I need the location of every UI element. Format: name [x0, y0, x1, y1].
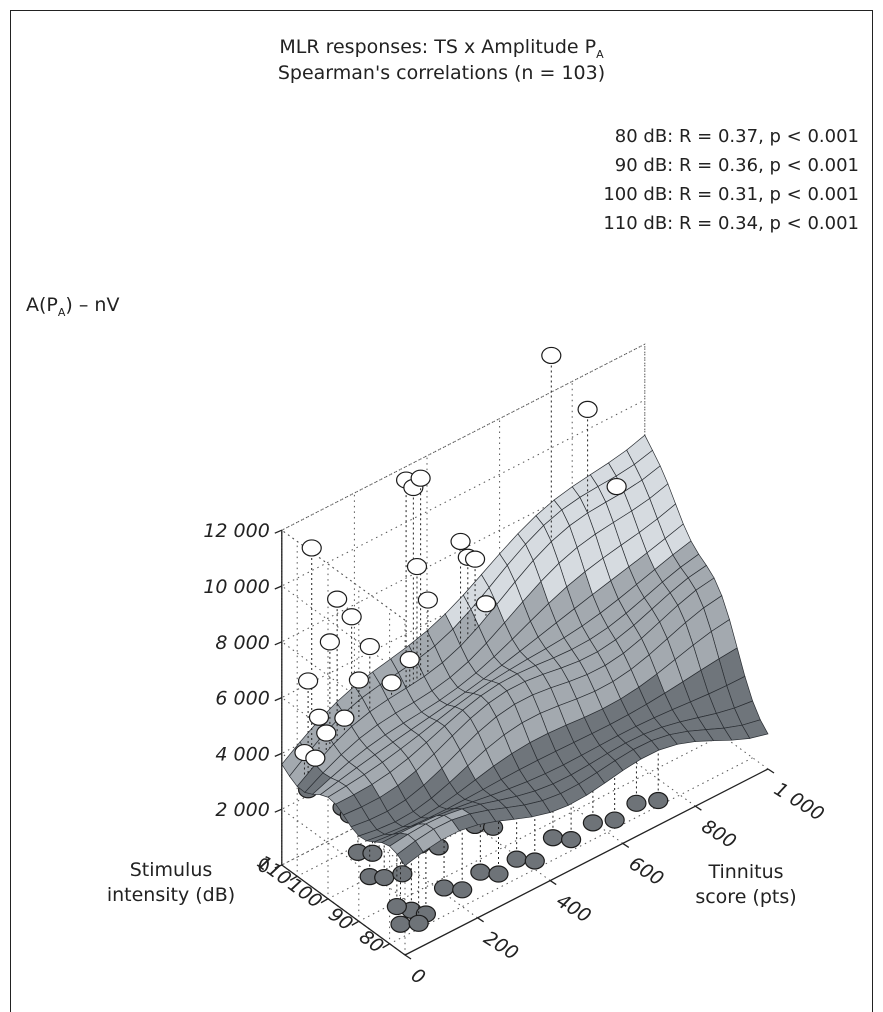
data-point	[582, 814, 603, 832]
data-point	[301, 539, 322, 557]
data-point	[362, 844, 383, 862]
surface-cell	[396, 840, 424, 867]
data-point	[524, 852, 545, 870]
data-point	[334, 709, 355, 727]
data-point	[542, 829, 564, 847]
z-tick-label: 4 000	[215, 743, 269, 765]
data-point	[390, 915, 411, 933]
correlation-annotation: 80 dB: R = 0.37, p < 0.001	[614, 126, 859, 147]
y-axis-line	[281, 864, 406, 956]
x-tick-mark	[477, 917, 484, 923]
grid-line-x	[499, 418, 624, 844]
data-point	[399, 650, 420, 669]
grid-line-x	[426, 455, 551, 882]
data-point	[297, 672, 319, 690]
correlation-annotation: 90 dB: R = 0.36, p < 0.001	[614, 155, 859, 176]
x-tick-label: 800	[698, 815, 740, 853]
z-tick-label: 6 000	[215, 688, 269, 710]
chart-title: MLR responses: TS x Amplitude PA	[279, 36, 604, 61]
z-tick-mark	[274, 864, 283, 869]
z-tick-mark	[274, 529, 283, 534]
data-point	[408, 914, 429, 932]
data-point	[560, 830, 582, 849]
x-tick-label: 0	[407, 964, 429, 989]
grid-line-x	[571, 381, 696, 807]
data-point	[626, 794, 647, 812]
x-axis-label-line: score (pts)	[695, 886, 797, 908]
data-point	[410, 469, 431, 487]
y-tick-label: 90	[324, 903, 356, 935]
data-point	[475, 595, 497, 613]
x-axis-line	[404, 768, 769, 956]
data-point	[305, 749, 326, 767]
data-point	[464, 550, 486, 568]
data-point	[648, 791, 669, 810]
chart-subtitle: Spearman's correlations (n = 103)	[277, 62, 606, 84]
data-point	[308, 708, 330, 726]
data-point	[433, 879, 455, 897]
data-point	[470, 863, 491, 881]
x-axis-label-line: Tinnitus	[708, 861, 784, 883]
z-tick-mark	[274, 641, 283, 646]
data-point	[606, 477, 627, 496]
data-point	[506, 850, 527, 868]
z-tick-label: 12 000	[203, 520, 269, 542]
z-tick-label: 2 000	[215, 799, 269, 821]
data-point	[386, 897, 407, 916]
data-point	[348, 671, 370, 689]
data-point	[341, 608, 362, 626]
grid-line-z	[280, 343, 646, 621]
y-tick-label: 80	[355, 926, 387, 958]
y-tick-mark	[382, 943, 390, 949]
z-tick-mark	[274, 585, 283, 590]
data-point	[450, 532, 471, 551]
points-layer	[294, 346, 627, 778]
data-point	[604, 811, 625, 829]
x-tick-mark	[549, 880, 557, 886]
data-point	[381, 674, 402, 692]
z-tick-mark	[274, 808, 283, 813]
z-tick-mark	[274, 752, 283, 757]
y-tick-mark	[351, 920, 360, 926]
z-tick-label: 0	[258, 855, 270, 877]
data-point	[359, 637, 380, 656]
x-tick-label: 200	[480, 927, 522, 965]
y-tick-mark	[320, 898, 329, 904]
y-tick-mark	[289, 875, 298, 881]
y-axis-label-line: intensity (dB)	[106, 884, 236, 906]
x-tick-label: 1 000	[770, 778, 828, 825]
data-point	[417, 591, 438, 609]
data-point	[452, 881, 473, 899]
x-tick-mark	[404, 954, 412, 960]
data-point	[319, 633, 340, 651]
correlation-annotation: 100 dB: R = 0.31, p < 0.001	[603, 184, 859, 205]
data-point	[488, 865, 509, 883]
x-axis-label: Tinnitus score (pts)	[676, 860, 816, 910]
x-tick-label: 400	[552, 890, 594, 928]
x-tick-mark	[767, 768, 775, 774]
surface-layer	[281, 434, 769, 867]
figure-frame	[10, 10, 873, 1012]
back-wall-xz	[281, 343, 646, 866]
data-point	[327, 590, 348, 608]
data-point	[374, 868, 395, 887]
z-tick-mark	[274, 697, 283, 702]
x-tick-mark	[622, 842, 630, 848]
z-tick-label: 10 000	[203, 576, 269, 598]
data-point	[392, 865, 413, 883]
z-axis-label: A(PA) – nV	[26, 294, 120, 319]
x-tick-mark	[695, 805, 702, 811]
y-axis-label-line: Stimulus	[129, 859, 213, 881]
data-point	[577, 400, 598, 418]
data-point	[316, 724, 337, 742]
data-point	[406, 557, 428, 576]
z-tick-label: 8 000	[215, 632, 269, 654]
data-point	[541, 346, 562, 365]
y-axis-label: Stimulus intensity (dB)	[86, 858, 256, 908]
x-tick-label: 600	[625, 853, 667, 891]
correlation-annotation: 110 dB: R = 0.34, p < 0.001	[603, 213, 859, 234]
